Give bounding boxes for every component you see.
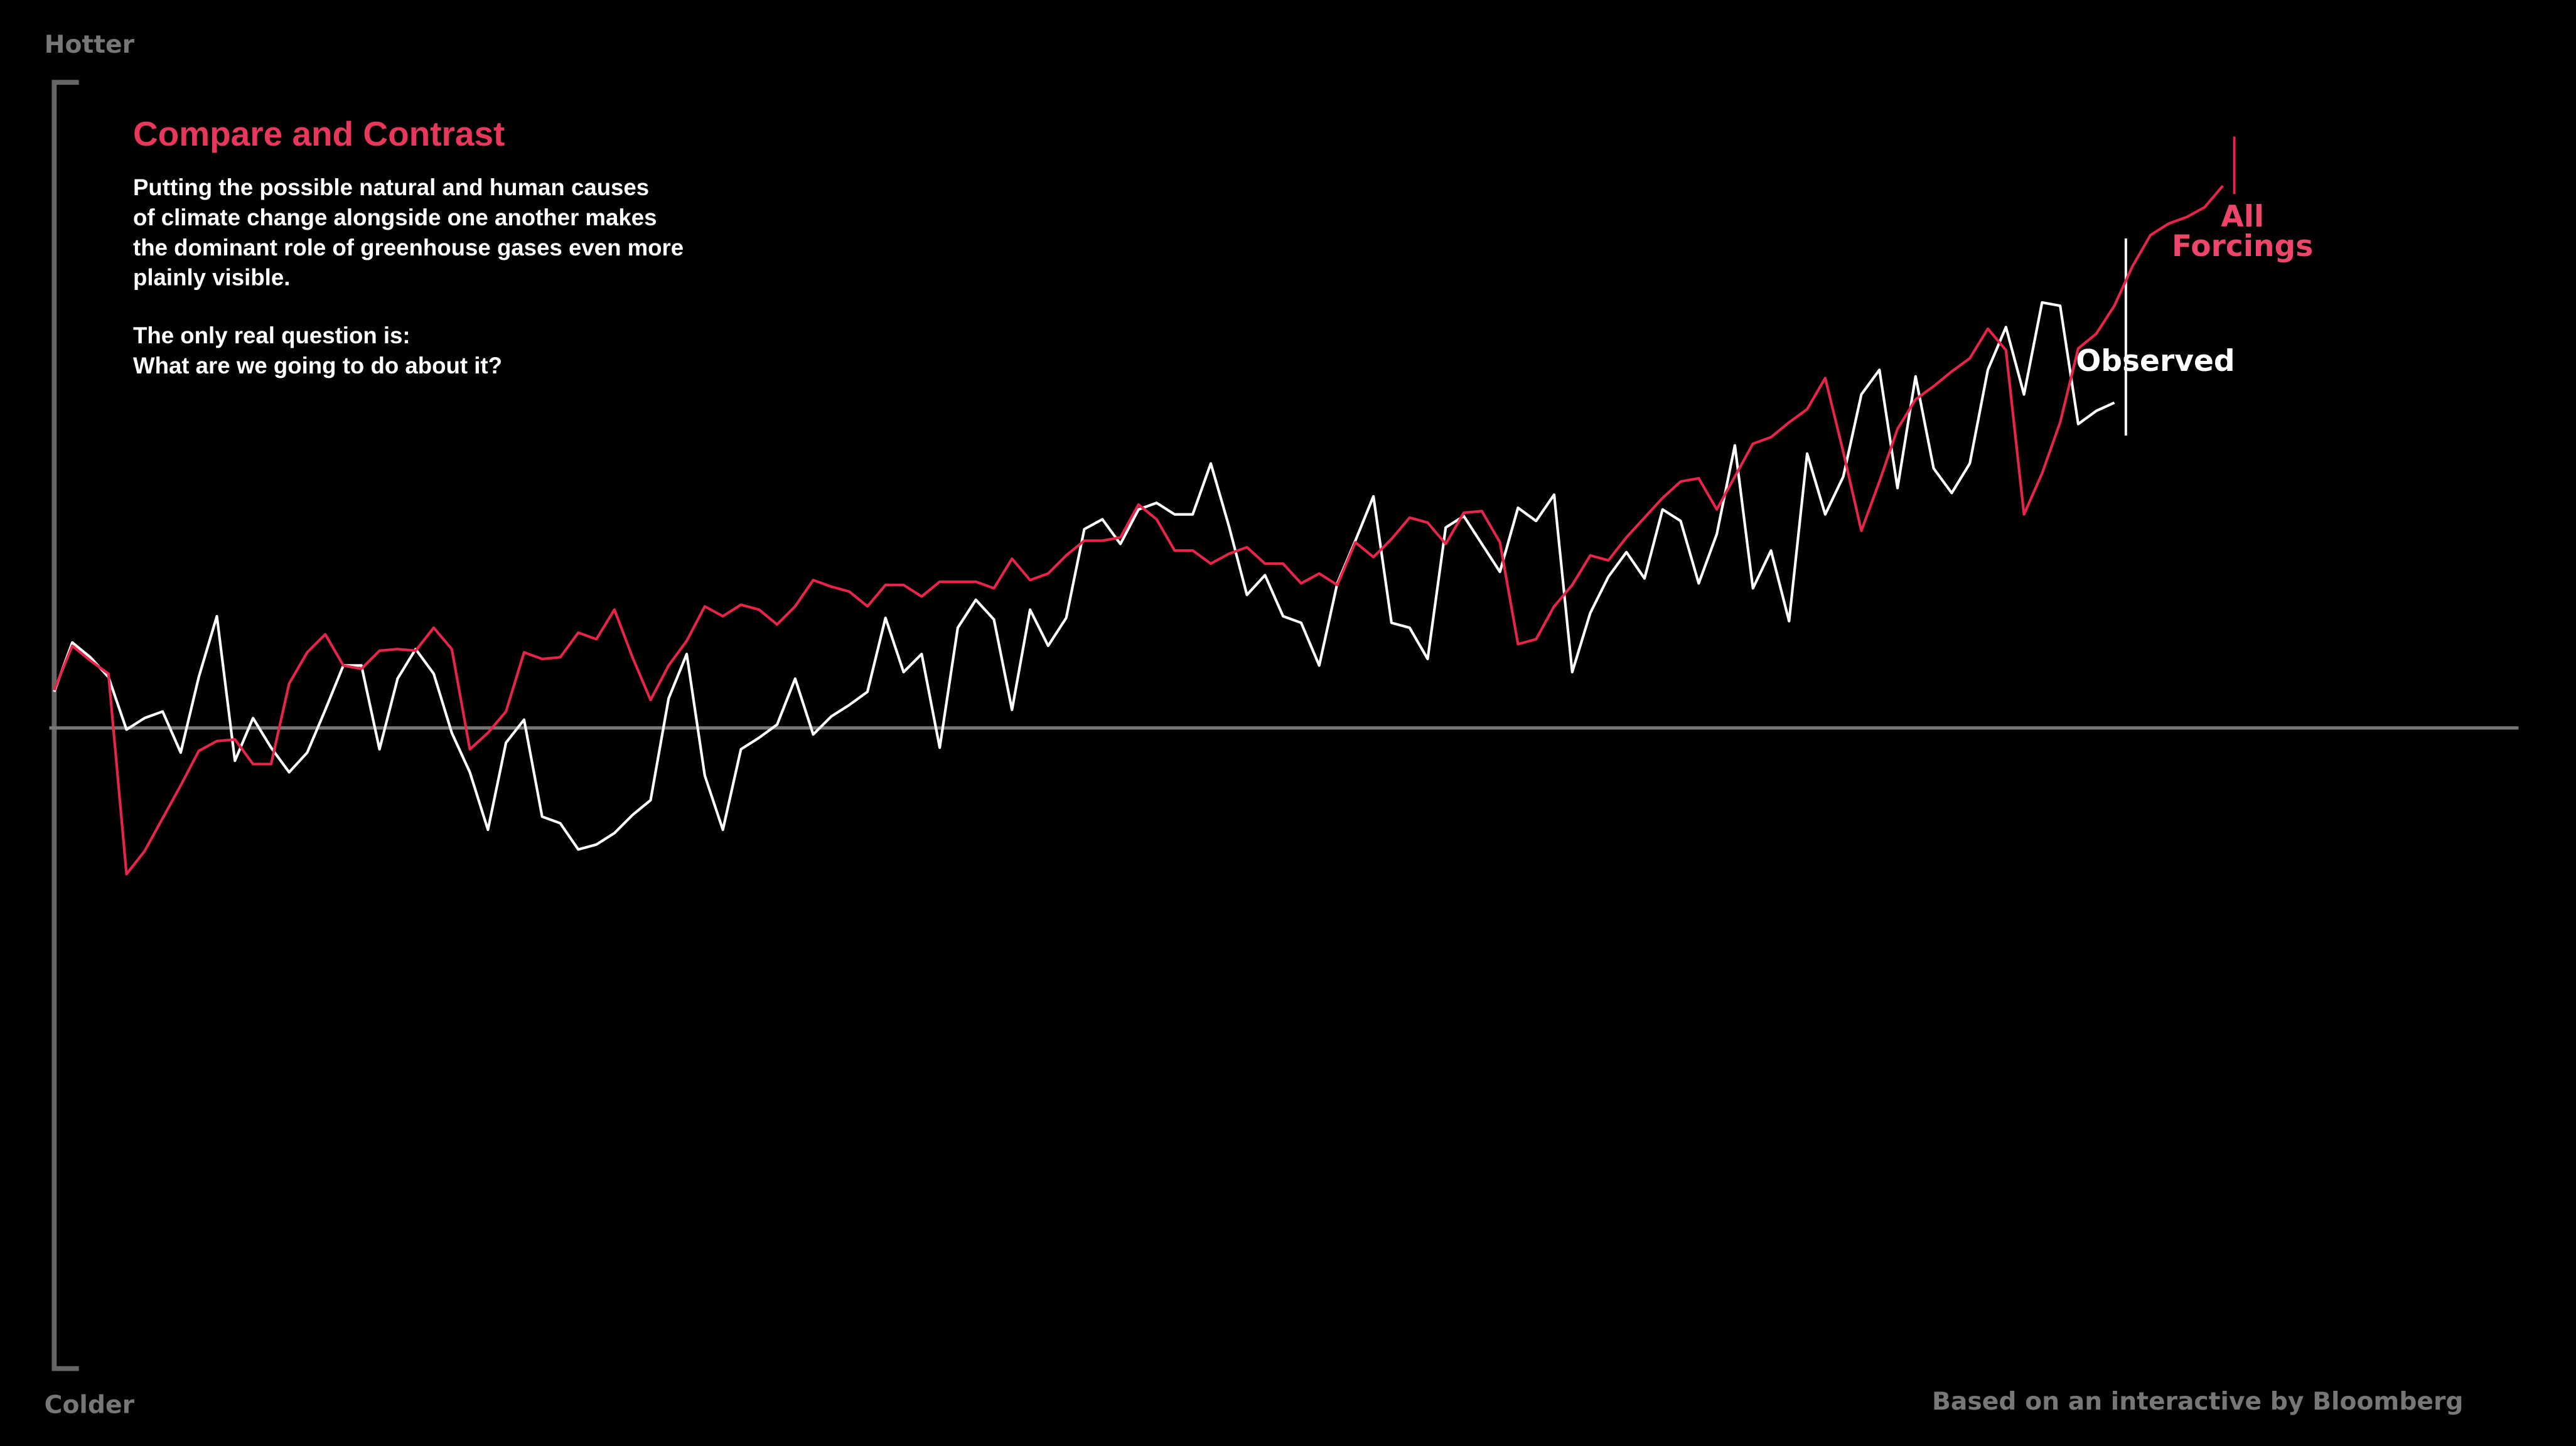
description-line: Putting the possible natural and human c… (133, 174, 649, 200)
series-label: Observed (2076, 344, 2235, 379)
description-line: the dominant role of greenhouse gases ev… (133, 235, 684, 260)
series-line (53, 301, 2115, 851)
y-bracket (51, 80, 79, 1371)
y-top-label: Hotter (45, 31, 135, 59)
y-bottom-label: Colder (45, 1391, 135, 1419)
question-line: The only real question is: (133, 323, 411, 348)
description-line: of climate change alongside one another … (133, 205, 657, 230)
chart-title: Compare and Contrast (133, 114, 505, 153)
source: Based on an interactive by Bloomberg (1932, 1388, 2464, 1416)
series-line (53, 185, 2224, 876)
question-line: What are we going to do about it? (133, 353, 502, 378)
series-label: All Forcings (2172, 199, 2314, 264)
description-line: plainly visible. (133, 265, 290, 291)
